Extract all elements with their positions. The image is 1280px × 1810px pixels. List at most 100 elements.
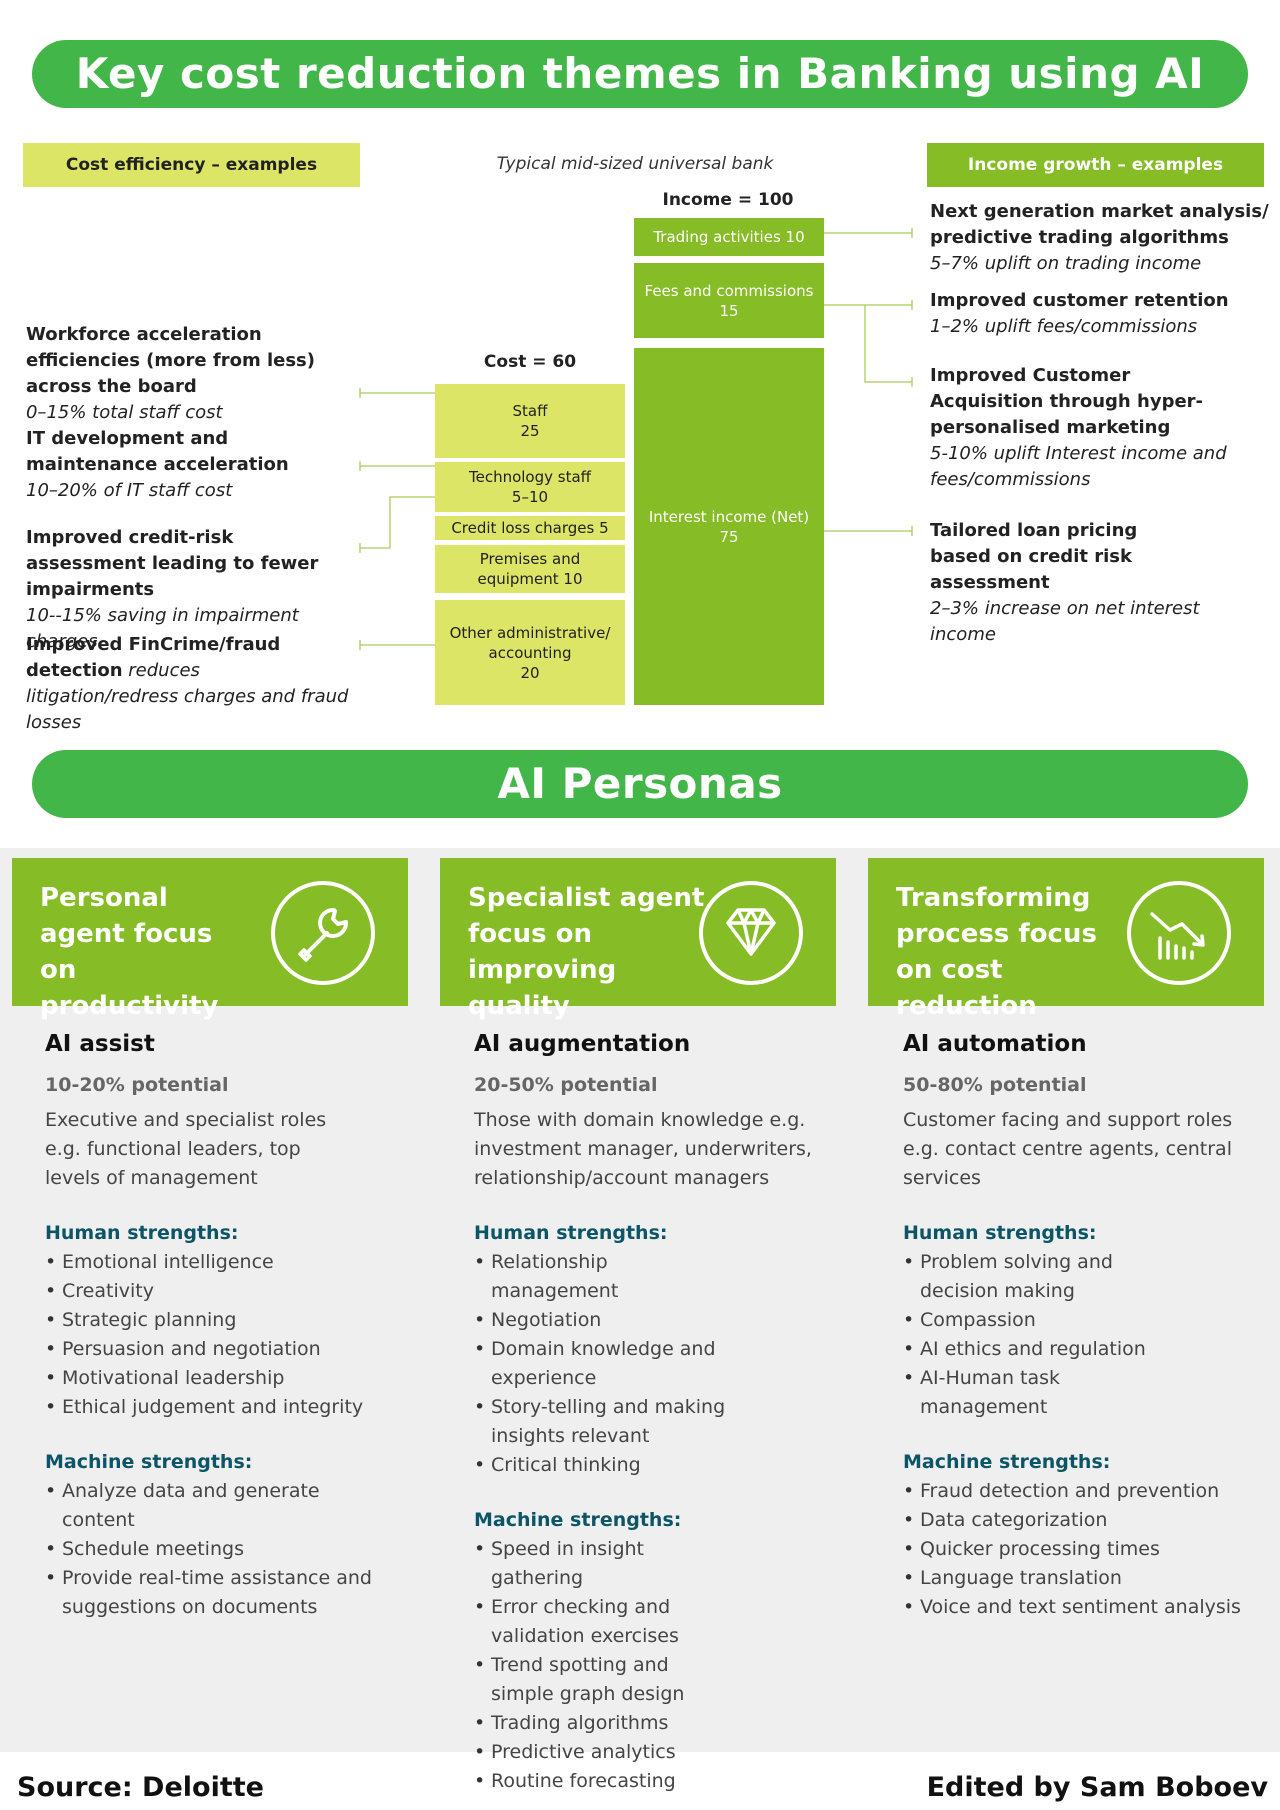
strength-item: Compassion	[903, 1306, 1188, 1335]
strength-item: Voice and text sentiment analysis	[903, 1593, 1280, 1622]
strength-item: Problem solving and decision making	[903, 1248, 1188, 1306]
persona-description: Those with domain knowledge e.g. investm…	[474, 1109, 812, 1189]
cost-item-title: Improved FinCrime/fraud detection	[26, 634, 281, 681]
income-item-detail: 5-10% uplift Interest income and fees/co…	[930, 443, 1227, 490]
persona-column-assist: AI assist 10-20% potential Executive and…	[45, 1030, 435, 1648]
cost-item-workforce: Workforce acceleration efficiencies (mor…	[26, 322, 366, 426]
cost-item-credit-risk: Improved credit-risk assessment leading …	[26, 525, 356, 655]
cost-bar-technology-staff: Technology staff 5–10	[435, 462, 625, 512]
machine-strengths-list: Analyze data and generate contentSchedul…	[45, 1477, 375, 1622]
cost-bar-label: Premises and equipment 10	[477, 550, 583, 588]
persona-header-title: Specialist agent focus on improving qual…	[468, 883, 705, 1021]
cost-bar-label: Other administrative/ accounting	[449, 623, 611, 662]
strength-item: Schedule meetings	[45, 1535, 375, 1564]
source-credit: Source: Deloitte	[17, 1772, 264, 1803]
strength-item: Data categorization	[903, 1506, 1280, 1535]
declining-chart-icon	[1127, 881, 1231, 985]
strength-item: Speed in insight gathering	[474, 1535, 734, 1593]
persona-header-personal: Personal agent focus on productivity	[12, 858, 408, 1021]
strength-item: Error checking and validation exercises	[474, 1593, 734, 1651]
strength-item: Quicker processing times	[903, 1535, 1280, 1564]
strength-item: AI ethics and regulation	[903, 1335, 1188, 1364]
income-item-title: Next generation market analysis/ predict…	[930, 201, 1269, 248]
strength-item: Critical thinking	[474, 1451, 734, 1480]
cost-bar-value: 25	[520, 422, 540, 440]
income-bar-label: Trading activities 10	[653, 228, 805, 246]
income-item-acquisition: Improved Customer Acquisition through hy…	[930, 363, 1240, 493]
cost-bar-premises: Premises and equipment 10	[435, 545, 625, 593]
persona-column-augmentation: AI augmentation 20-50% potential Those w…	[474, 1030, 864, 1810]
machine-strengths-label: Machine strengths:	[903, 1451, 1111, 1473]
cost-efficiency-header: Cost efficiency – examples	[23, 143, 360, 187]
human-strengths-list: Emotional intelligenceCreativityStrategi…	[45, 1248, 435, 1422]
human-strengths-label: Human strengths:	[45, 1222, 239, 1244]
persona-header-transforming: Transforming process focus on cost reduc…	[868, 858, 1264, 1021]
income-item-loan-pricing: Tailored loan pricing based on credit ri…	[930, 518, 1200, 648]
persona-column-automation: AI automation 50-80% potential Customer …	[903, 1030, 1280, 1648]
persona-potential: 50-80% potential	[903, 1074, 1087, 1096]
persona-header-title: Transforming process focus on cost reduc…	[896, 883, 1097, 1021]
strength-item: Motivational leadership	[45, 1364, 435, 1393]
strength-item: Language translation	[903, 1564, 1280, 1593]
income-bar-trading: Trading activities 10	[634, 218, 824, 256]
cost-item-title: IT development and maintenance accelerat…	[26, 428, 289, 475]
income-item-title: Improved Customer Acquisition through hy…	[930, 365, 1204, 438]
strength-item: Story-telling and making insights releva…	[474, 1393, 734, 1451]
persona-header-title: Personal agent focus on productivity	[40, 883, 219, 1021]
wrench-icon	[271, 881, 375, 985]
strength-item: Creativity	[45, 1277, 435, 1306]
cost-bar-label: Staff	[512, 402, 548, 420]
strength-item: Predictive analytics	[474, 1738, 734, 1767]
human-strengths-list: Relationship managementNegotiationDomain…	[474, 1248, 734, 1480]
machine-strengths-list: Fraud detection and preventionData categ…	[903, 1477, 1280, 1622]
cost-bar-value: 20	[520, 663, 540, 682]
income-bar-interest: Interest income (Net) 75	[634, 348, 824, 705]
income-bar-value: 75	[719, 527, 739, 546]
income-item-title: Tailored loan pricing based on credit ri…	[930, 520, 1138, 593]
machine-strengths-label: Machine strengths:	[474, 1509, 682, 1531]
strength-item: Relationship management	[474, 1248, 734, 1306]
income-item-detail: 2–3% increase on net interest income	[930, 598, 1200, 645]
cost-item-detail: reduces litigation/redress charges and f…	[26, 660, 349, 733]
cost-bar-credit-loss: Credit loss charges 5	[435, 516, 625, 540]
strength-item: AI-Human task management	[903, 1364, 1188, 1422]
strength-item: Domain knowledge and experience	[474, 1335, 734, 1393]
cost-bar-label: Technology staff	[468, 468, 591, 486]
income-growth-header: Income growth – examples	[927, 143, 1264, 187]
cost-bar-label: Credit loss charges 5	[451, 519, 609, 537]
cost-bar-other-admin: Other administrative/ accounting 20	[435, 600, 625, 705]
cost-bar-staff: Staff 25	[435, 384, 625, 458]
typical-bank-label: Typical mid-sized universal bank	[496, 154, 774, 174]
cost-item-title: Workforce acceleration efficiencies (mor…	[26, 324, 316, 397]
human-strengths-list: Problem solving and decision makingCompa…	[903, 1248, 1188, 1422]
persona-header-specialist: Specialist agent focus on improving qual…	[440, 858, 836, 1021]
editor-credit: Edited by Sam Boboev	[926, 1772, 1268, 1803]
income-bar-fees: Fees and commissions 15	[634, 263, 824, 338]
diamond-icon	[699, 881, 803, 985]
personas-title-banner: AI Personas	[32, 750, 1248, 818]
strength-item: Analyze data and generate content	[45, 1477, 375, 1535]
persona-role: AI automation	[903, 1031, 1087, 1057]
income-bar-label: Interest income (Net)	[648, 507, 810, 526]
income-item-market-analysis: Next generation market analysis/ predict…	[930, 199, 1270, 277]
persona-description: Executive and specialist roles e.g. func…	[45, 1109, 327, 1189]
human-strengths-label: Human strengths:	[903, 1222, 1097, 1244]
cost-item-detail: 0–15% total staff cost	[26, 402, 223, 423]
persona-description: Customer facing and support roles e.g. c…	[903, 1109, 1233, 1189]
strength-item: Negotiation	[474, 1306, 734, 1335]
cost-total-label: Cost = 60	[483, 352, 577, 372]
income-item-detail: 1–2% uplift fees/commissions	[930, 316, 1198, 337]
machine-strengths-list: Speed in insight gatheringError checking…	[474, 1535, 734, 1796]
cost-item-detail: 10–20% of IT staff cost	[26, 480, 233, 501]
income-bar-label: Fees and commissions 15	[644, 281, 814, 320]
persona-potential: 10-20% potential	[45, 1074, 229, 1096]
persona-role: AI augmentation	[474, 1031, 691, 1057]
machine-strengths-label: Machine strengths:	[45, 1451, 253, 1473]
persona-role: AI assist	[45, 1031, 155, 1057]
cost-item-title: Improved credit-risk assessment leading …	[26, 527, 319, 600]
cost-bar-value: 5–10	[511, 488, 549, 506]
strength-item: Emotional intelligence	[45, 1248, 435, 1277]
income-item-retention: Improved customer retention 1–2% uplift …	[930, 288, 1270, 340]
strength-item: Routine forecasting	[474, 1767, 734, 1796]
strength-item: Fraud detection and prevention	[903, 1477, 1280, 1506]
